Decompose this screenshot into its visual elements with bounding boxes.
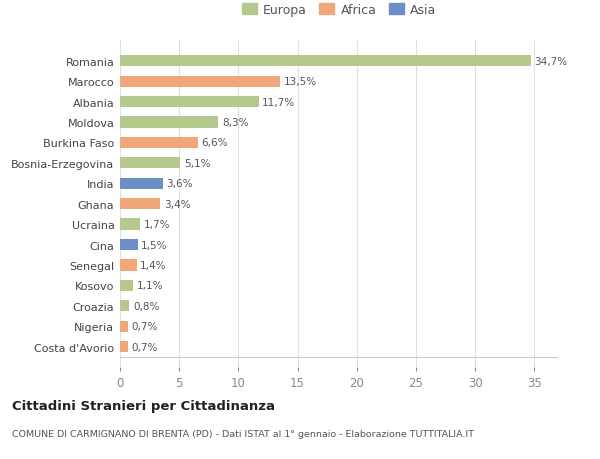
Text: 8,3%: 8,3% xyxy=(222,118,248,128)
Bar xyxy=(120,280,133,291)
Text: 0,7%: 0,7% xyxy=(132,321,158,331)
Bar xyxy=(120,56,531,67)
Bar xyxy=(120,219,140,230)
Text: 0,8%: 0,8% xyxy=(133,301,160,311)
Bar xyxy=(120,138,198,149)
Text: Cittadini Stranieri per Cittadinanza: Cittadini Stranieri per Cittadinanza xyxy=(12,399,275,412)
Legend: Europa, Africa, Asia: Europa, Africa, Asia xyxy=(236,0,442,22)
Text: COMUNE DI CARMIGNANO DI BRENTA (PD) - Dati ISTAT al 1° gennaio - Elaborazione TU: COMUNE DI CARMIGNANO DI BRENTA (PD) - Da… xyxy=(12,429,474,438)
Text: 6,6%: 6,6% xyxy=(202,138,228,148)
Text: 0,7%: 0,7% xyxy=(132,342,158,352)
Text: 11,7%: 11,7% xyxy=(262,97,295,107)
Text: 1,4%: 1,4% xyxy=(140,260,167,270)
Text: 34,7%: 34,7% xyxy=(535,57,568,67)
Text: 5,1%: 5,1% xyxy=(184,158,211,168)
Text: 13,5%: 13,5% xyxy=(283,77,316,87)
Text: 3,4%: 3,4% xyxy=(164,199,190,209)
Bar xyxy=(120,301,130,312)
Bar xyxy=(120,321,128,332)
Bar xyxy=(120,117,218,129)
Text: 1,1%: 1,1% xyxy=(137,281,163,291)
Bar xyxy=(120,260,137,271)
Text: 1,7%: 1,7% xyxy=(143,219,170,230)
Text: 1,5%: 1,5% xyxy=(142,240,168,250)
Bar xyxy=(120,341,128,353)
Text: 3,6%: 3,6% xyxy=(166,179,193,189)
Bar xyxy=(120,240,138,251)
Bar xyxy=(120,199,160,210)
Bar xyxy=(120,178,163,190)
Bar xyxy=(120,97,259,108)
Bar xyxy=(120,158,181,169)
Bar xyxy=(120,77,280,88)
